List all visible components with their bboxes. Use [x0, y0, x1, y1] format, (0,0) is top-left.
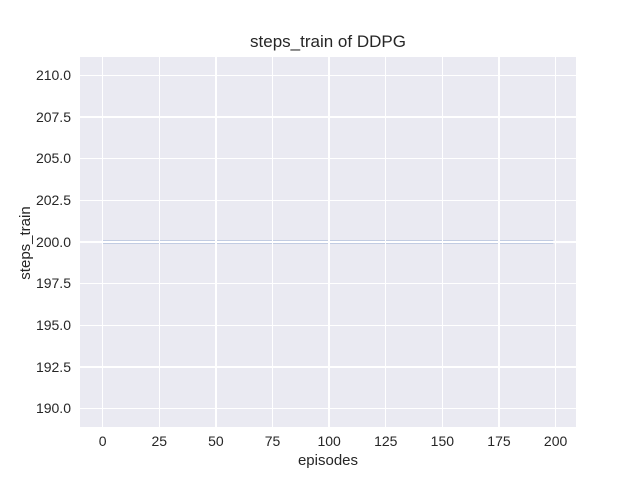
x-axis-label: episodes [297, 452, 359, 469]
x-tick-label: 200 [543, 433, 568, 449]
x-tick-label: 125 [374, 433, 398, 449]
x-tick-label: 75 [264, 433, 281, 449]
chart-title: steps_train of DDPG [250, 32, 406, 51]
horizontal-gridline [80, 324, 576, 326]
x-tick-label: 175 [487, 433, 511, 449]
x-tick-label: 25 [151, 433, 168, 449]
x-tick-label: 100 [317, 433, 341, 449]
y-tick-label: 202.5 [35, 191, 71, 208]
y-tick-label: 192.5 [35, 358, 71, 375]
x-tick-label: 0 [98, 433, 107, 449]
horizontal-gridline [80, 199, 576, 201]
horizontal-gridline [80, 116, 576, 118]
y-tick-label: 210.0 [35, 66, 71, 83]
horizontal-gridline [80, 283, 576, 285]
y-tick-label: 197.5 [35, 275, 71, 292]
x-tick-label: 50 [208, 433, 224, 449]
y-tick-label: 205.0 [35, 150, 71, 167]
horizontal-gridline [80, 366, 576, 368]
horizontal-gridline [80, 74, 576, 76]
y-tick-label: 195.0 [35, 316, 71, 333]
horizontal-gridline [80, 241, 576, 243]
plot-area [80, 57, 576, 427]
horizontal-gridline [80, 158, 576, 160]
y-tick-label: 200.0 [35, 233, 71, 250]
y-tick-label: 190.0 [35, 400, 71, 417]
y-tick-label: 207.5 [35, 108, 71, 125]
horizontal-gridline [80, 408, 576, 410]
x-tick-label: 150 [430, 433, 455, 449]
